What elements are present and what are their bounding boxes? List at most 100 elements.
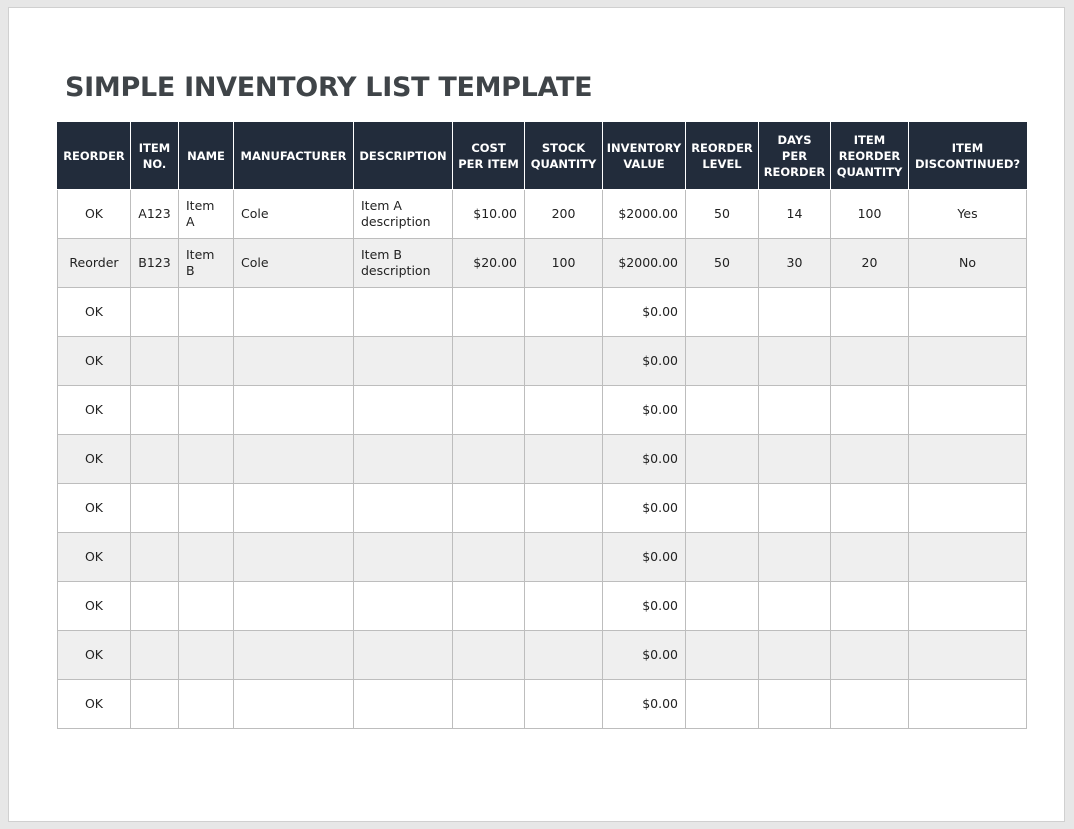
table-cell xyxy=(685,287,759,337)
table-cell: Item B xyxy=(178,238,234,288)
table-cell xyxy=(758,385,831,435)
column-header: INVENTORY VALUE xyxy=(602,122,686,190)
table-cell: No xyxy=(908,238,1027,288)
table-cell xyxy=(353,581,453,631)
table-cell xyxy=(685,679,759,729)
column-header: STOCK QUANTITY xyxy=(524,122,603,190)
table-cell xyxy=(685,385,759,435)
table-cell xyxy=(452,434,525,484)
table-cell xyxy=(452,630,525,680)
table-cell: OK xyxy=(57,189,131,239)
table-cell xyxy=(830,532,909,582)
table-cell: 200 xyxy=(524,189,603,239)
table-row: OK $0.00 xyxy=(57,336,1027,386)
table-cell xyxy=(908,679,1027,729)
table-cell xyxy=(452,581,525,631)
table-cell: $0.00 xyxy=(602,679,686,729)
table-cell xyxy=(758,336,831,386)
table-cell xyxy=(353,287,453,337)
sheet: SIMPLE INVENTORY LIST TEMPLATE REORDER IT… xyxy=(8,7,1065,822)
table-cell xyxy=(353,434,453,484)
table-cell xyxy=(524,532,603,582)
table-cell xyxy=(830,287,909,337)
table-cell xyxy=(353,385,453,435)
table-cell: Reorder xyxy=(57,238,131,288)
table-row: OK $0.00 xyxy=(57,679,1027,729)
table-cell xyxy=(353,483,453,533)
table-cell: A123 xyxy=(130,189,179,239)
table-cell: OK xyxy=(57,287,131,337)
table-cell: Item A xyxy=(178,189,234,239)
table-row: Reorder B123 Item B Cole Item B description $… xyxy=(57,238,1027,288)
table-cell xyxy=(452,679,525,729)
table-cell xyxy=(685,532,759,582)
table-cell: $20.00 xyxy=(452,238,525,288)
table-cell xyxy=(908,581,1027,631)
table-cell: $0.00 xyxy=(602,483,686,533)
table-cell: OK xyxy=(57,581,131,631)
table-cell: $2000.00 xyxy=(602,189,686,239)
table-cell xyxy=(908,434,1027,484)
table-cell xyxy=(524,630,603,680)
table-cell xyxy=(830,581,909,631)
table-cell xyxy=(130,385,179,435)
table-cell xyxy=(130,679,179,729)
table-cell xyxy=(233,532,354,582)
table-cell xyxy=(233,434,354,484)
table-row: OK $0.00 xyxy=(57,434,1027,484)
table-cell xyxy=(758,630,831,680)
table-cell: OK xyxy=(57,483,131,533)
table-cell xyxy=(178,287,234,337)
table-cell: OK xyxy=(57,434,131,484)
table-cell xyxy=(178,679,234,729)
table-cell xyxy=(178,483,234,533)
table-cell xyxy=(830,385,909,435)
table-cell xyxy=(830,434,909,484)
table-cell xyxy=(758,434,831,484)
table-cell xyxy=(524,434,603,484)
table-cell xyxy=(524,287,603,337)
table-cell: 100 xyxy=(830,189,909,239)
table-row: OK $0.00 xyxy=(57,532,1027,582)
table-cell xyxy=(758,679,831,729)
table-row: OK $0.00 xyxy=(57,630,1027,680)
inventory-table: REORDER ITEM NO. NAME MANUFACTURER DESCRIPTI… xyxy=(57,122,1027,729)
table-cell xyxy=(908,336,1027,386)
column-header: COST PER ITEM xyxy=(452,122,525,190)
table-cell xyxy=(908,287,1027,337)
table-cell xyxy=(830,679,909,729)
table-cell xyxy=(524,336,603,386)
table-row: OK $0.00 xyxy=(57,483,1027,533)
table-cell xyxy=(908,385,1027,435)
table-cell xyxy=(452,336,525,386)
table-cell xyxy=(233,336,354,386)
table-cell: 100 xyxy=(524,238,603,288)
table-cell xyxy=(452,532,525,582)
table-cell xyxy=(233,483,354,533)
table-cell xyxy=(758,581,831,631)
table-cell xyxy=(452,483,525,533)
table-cell xyxy=(685,581,759,631)
table-cell xyxy=(524,385,603,435)
table-cell xyxy=(178,532,234,582)
table-cell: OK xyxy=(57,336,131,386)
table-cell: 30 xyxy=(758,238,831,288)
table-cell: 14 xyxy=(758,189,831,239)
table-cell: OK xyxy=(57,630,131,680)
column-header: NAME xyxy=(178,122,234,190)
column-header: ITEM REORDER QUANTITY xyxy=(830,122,909,190)
table-cell: $10.00 xyxy=(452,189,525,239)
table-cell: Item A description xyxy=(353,189,453,239)
table-cell xyxy=(233,287,354,337)
table-cell xyxy=(908,483,1027,533)
table-cell xyxy=(524,483,603,533)
table-cell xyxy=(685,483,759,533)
table-row: OK A123 Item A Cole Item A description $10.00… xyxy=(57,189,1027,239)
table-cell: Yes xyxy=(908,189,1027,239)
table-cell xyxy=(353,679,453,729)
table-cell: OK xyxy=(57,385,131,435)
table-cell: $2000.00 xyxy=(602,238,686,288)
table-cell xyxy=(178,581,234,631)
table-cell xyxy=(758,287,831,337)
table-cell xyxy=(130,532,179,582)
